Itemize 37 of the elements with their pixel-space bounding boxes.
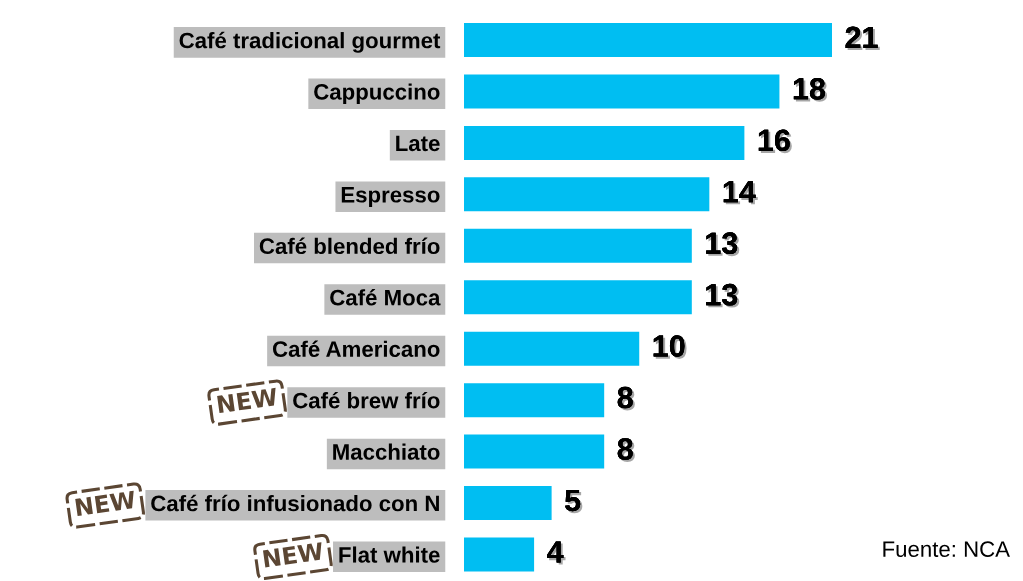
y-tick-label: Flat white (339, 546, 440, 563)
data-label: 5 (565, 489, 583, 514)
y-tick-label: Café tradicional gourmet (179, 31, 441, 53)
bar (464, 74, 780, 109)
bar (464, 280, 692, 315)
y-tick-label: Macchiato (333, 443, 440, 460)
bar (464, 228, 692, 263)
y-tick-label: Café brew frío (293, 391, 440, 409)
y-tick-label: Café frío infusionado con N (151, 494, 439, 512)
text: NEW (217, 387, 278, 414)
y-tick-label: Café Moca (330, 289, 441, 306)
data-label: 4 (547, 541, 566, 565)
source-note: Fuente: NCA (883, 541, 1010, 557)
bar (464, 486, 552, 521)
bar (464, 537, 535, 572)
bar (464, 125, 745, 160)
y-tick-label: Espresso (341, 187, 440, 208)
data-label: 21 (845, 26, 880, 50)
y-tick-label: Cappuccino (314, 83, 440, 105)
data-label: 13 (706, 232, 740, 257)
bar (464, 23, 832, 57)
bar (464, 177, 710, 212)
text: NEW (262, 542, 324, 568)
data-label: 14 (723, 181, 758, 205)
bar (464, 383, 605, 418)
data-label: 8 (617, 386, 635, 411)
y-tick-label: Late (396, 135, 440, 152)
data-label: 18 (793, 78, 828, 102)
y-tick-label: Café Americano (272, 340, 440, 357)
data-label: 16 (758, 129, 792, 154)
y-tick-label: Café blended frío (259, 237, 440, 255)
data-label: 10 (653, 335, 687, 359)
data-label: 8 (617, 438, 635, 462)
data-label: 13 (706, 283, 740, 308)
bar (464, 434, 605, 469)
text: NEW (75, 490, 137, 517)
bar (464, 331, 640, 366)
